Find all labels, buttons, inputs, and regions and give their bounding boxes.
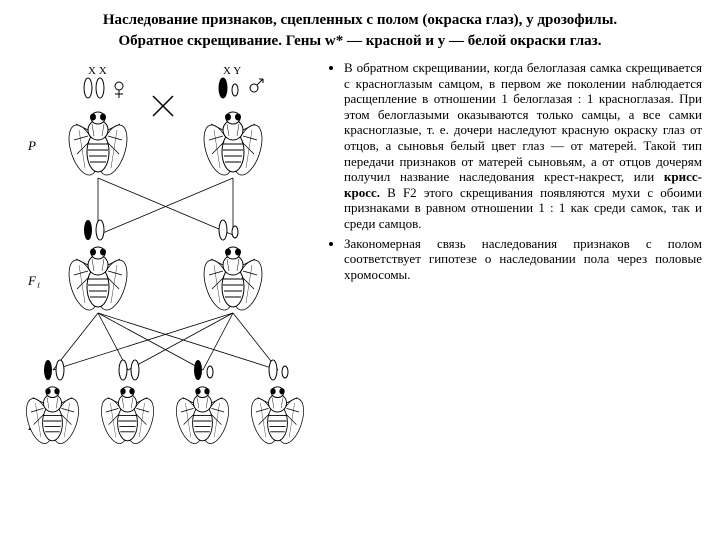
f2-chrom-2	[119, 360, 139, 380]
f1-male-fly	[199, 247, 268, 313]
p-to-f1-lines	[98, 178, 233, 235]
list-item: В обратном скрещивании, когда белоглазая…	[344, 60, 702, 232]
label-f1: F₁	[27, 273, 40, 288]
f2-fly-2	[96, 387, 158, 447]
bullet-list: В обратном скрещивании, когда белоглазая…	[326, 60, 702, 282]
f2-chrom-4	[269, 360, 288, 380]
f1-female-chrom	[84, 220, 104, 240]
f2-fly-1	[21, 387, 83, 447]
p-male-fly	[199, 112, 268, 178]
text-column: В обратном скрещивании, когда белоглазая…	[326, 60, 702, 490]
label-xy: X Y	[223, 65, 241, 77]
p-female-fly	[64, 112, 133, 178]
bullet-text-pre: В обратном скрещивании, когда белоглазая…	[344, 60, 702, 184]
p-male-chrom	[219, 78, 238, 98]
p-female-chrom	[84, 78, 104, 98]
f1-to-f2-lines	[53, 313, 278, 370]
list-item: Закономерная связь наследования признако…	[344, 236, 702, 283]
bullet-text-post: В F2 этого скрещивания появляются мухи с…	[344, 185, 702, 231]
f1-male-chrom	[219, 220, 238, 240]
female-symbol	[115, 82, 123, 98]
bullet-text-pre: Закономерная связь наследования признако…	[344, 236, 702, 282]
content-row: X X X Y	[18, 60, 702, 490]
f2-chrom-3	[194, 360, 213, 380]
f2-fly-4	[246, 387, 308, 447]
page-title: Наследование признаков, сцепленных с пол…	[18, 12, 702, 29]
f1-female-fly	[64, 247, 133, 313]
f2-fly-3	[171, 387, 233, 447]
label-xx: X X	[88, 65, 107, 77]
male-symbol	[250, 79, 263, 92]
page-subtitle: Обратное скрещивание. Гены w* — красной …	[18, 33, 702, 50]
label-p: P	[27, 138, 36, 153]
cross-diagram: X X X Y	[18, 60, 318, 490]
cross-symbol	[153, 96, 173, 116]
